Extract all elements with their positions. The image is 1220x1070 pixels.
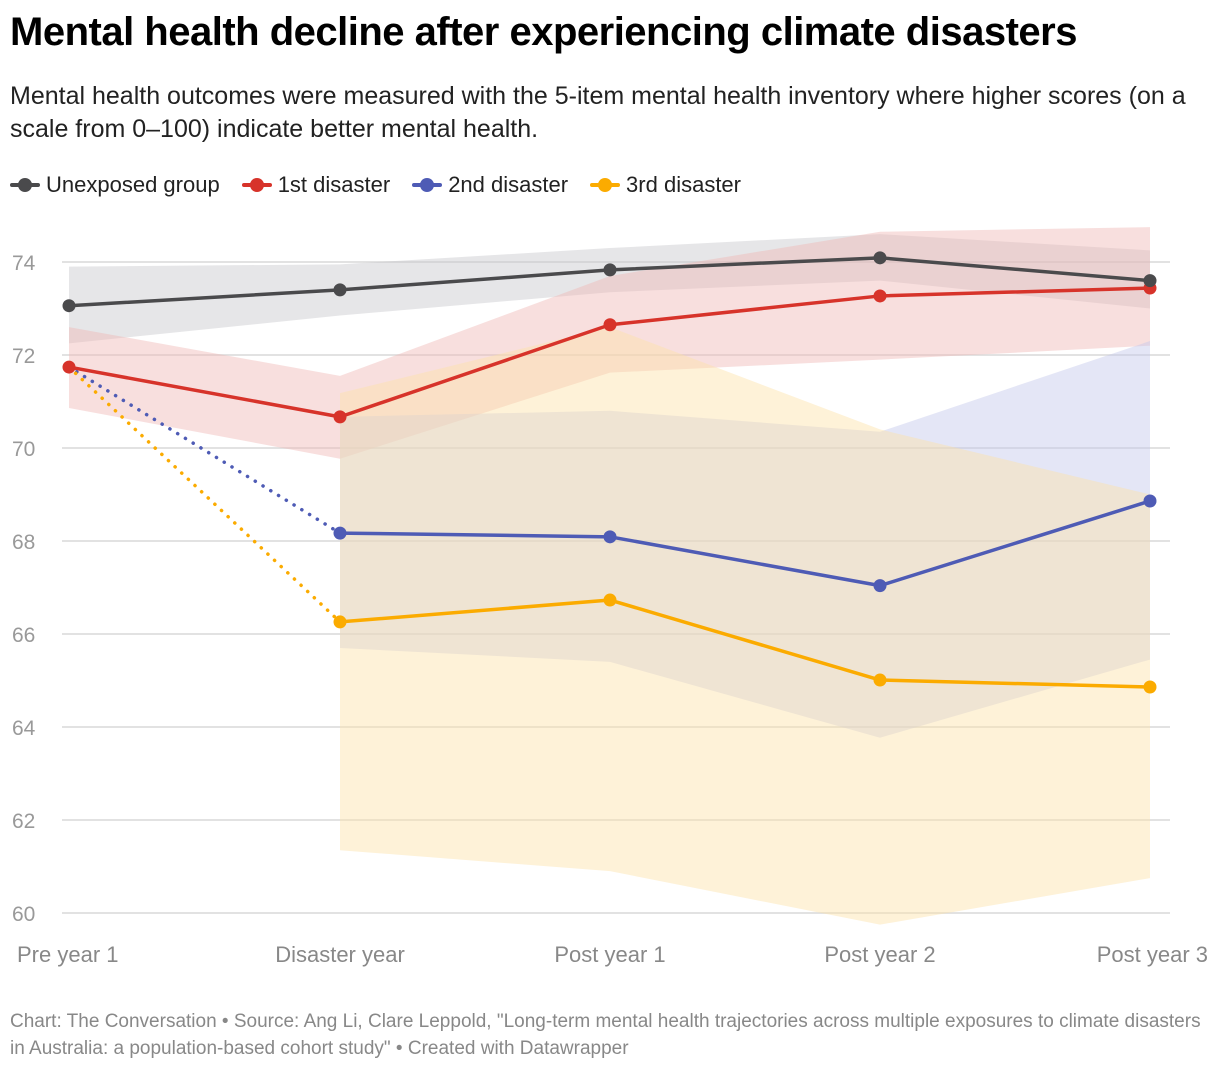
- y-tick-label: 70: [12, 438, 35, 461]
- x-tick-label: Pre year 1: [17, 942, 119, 967]
- chart-title: Mental health decline after experiencing…: [10, 10, 1077, 54]
- legend-label: 1st disaster: [277, 172, 391, 197]
- series-dotted-segment-2: [67, 365, 342, 535]
- confidence-band-2: [340, 341, 1150, 738]
- data-point: [603, 318, 617, 332]
- legend-item-3rd-disaster: 3rd disaster: [590, 172, 741, 198]
- y-tick-label: 72: [12, 345, 35, 368]
- legend-label: Unexposed group: [46, 172, 220, 197]
- legend-label: 2nd disaster: [448, 172, 569, 197]
- data-point: [333, 410, 347, 424]
- y-tick-label: 62: [12, 810, 35, 833]
- data-point: [873, 251, 887, 265]
- legend-swatch-icon: [412, 178, 443, 192]
- x-tick-label: Post year 3: [1097, 942, 1208, 967]
- data-point: [603, 263, 617, 277]
- confidence-band-3: [340, 327, 1150, 925]
- data-point: [1143, 274, 1157, 288]
- x-tick-label: Post year 2: [824, 942, 935, 967]
- y-tick-label: 64: [12, 717, 36, 740]
- data-point: [333, 283, 347, 297]
- legend: Unexposed group 1st disaster 2nd disaste…: [10, 172, 741, 198]
- legend-swatch-icon: [590, 178, 621, 192]
- data-point: [873, 579, 887, 593]
- legend-item-1st-disaster: 1st disaster: [241, 172, 391, 198]
- legend-label: 3rd disaster: [626, 172, 741, 197]
- y-tick-label: 68: [12, 531, 35, 554]
- data-point: [603, 530, 617, 544]
- y-tick-label: 60: [12, 903, 35, 926]
- y-tick-label: 74: [12, 252, 36, 275]
- confidence-band-1: [69, 227, 1150, 459]
- data-point: [333, 615, 347, 629]
- data-point: [1143, 494, 1157, 508]
- legend-swatch-icon: [10, 178, 40, 192]
- series-line-2: [339, 499, 1151, 588]
- data-point: [1143, 680, 1157, 694]
- x-tick-label: Post year 1: [554, 942, 665, 967]
- data-point: [62, 360, 76, 374]
- x-tick-label: Disaster year: [275, 942, 405, 967]
- legend-item-2nd-disaster: 2nd disaster: [412, 172, 568, 198]
- y-tick-label: 66: [12, 624, 35, 647]
- line-chart: 60 62 64 66 68 70 72 74 Pre year 1 Disaster year…: [12, 227, 1208, 967]
- x-axis: Pre year 1 Disaster year Post year 1 Post y…: [17, 942, 1208, 967]
- source-footer: Chart: The Conversation • Source: Ang Li…: [10, 1011, 1201, 1059]
- data-point: [333, 526, 347, 540]
- chart-subtitle: Mental health outcomes were measured wit…: [10, 82, 1186, 143]
- data-point: [873, 289, 887, 303]
- legend-swatch-icon: [241, 178, 272, 192]
- series-line-3: [339, 598, 1151, 689]
- grid: 60 62 64 66 68 70 72 74: [12, 252, 1170, 926]
- data-point: [62, 299, 76, 313]
- data-points: [62, 251, 1157, 694]
- data-point: [873, 673, 887, 687]
- data-point: [603, 593, 617, 607]
- legend-item-unexposed: Unexposed group: [10, 172, 220, 198]
- series-dotted-segment-3: [67, 365, 342, 624]
